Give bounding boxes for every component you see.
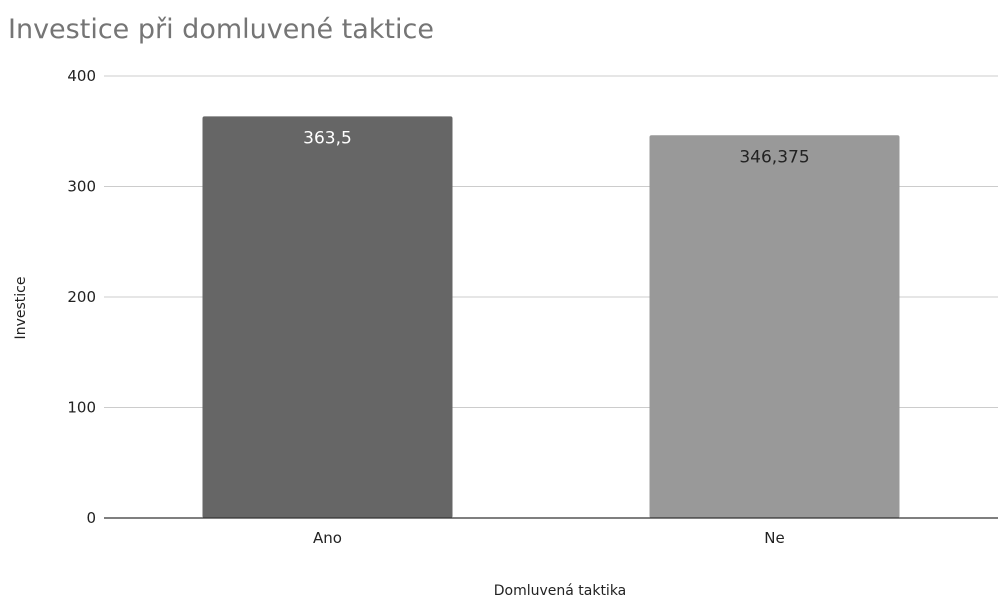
y-tick-label: 400 xyxy=(67,67,96,85)
data-label: 363,5 xyxy=(303,128,352,148)
data-labels: 363,5 346,375 xyxy=(303,128,809,167)
bar-ne xyxy=(649,135,900,519)
y-tick-label: 100 xyxy=(67,399,96,417)
x-tick-label: Ano xyxy=(313,529,342,547)
bar-ano xyxy=(202,116,453,519)
x-axis-title: Domluvená taktika xyxy=(494,583,627,599)
y-tick-label: 200 xyxy=(67,288,96,306)
y-tick-label: 300 xyxy=(67,178,96,196)
y-axis-title: Investice xyxy=(13,277,29,340)
x-axis-tick-labels: Ano Ne xyxy=(313,529,785,547)
x-tick-label: Ne xyxy=(764,529,784,547)
bars xyxy=(202,116,900,519)
y-axis-tick-labels: 0 100 200 300 400 xyxy=(67,67,96,527)
chart-title: Investice při domluvené taktice xyxy=(8,14,434,45)
data-label: 346,375 xyxy=(739,147,809,167)
y-tick-label: 0 xyxy=(86,509,96,527)
